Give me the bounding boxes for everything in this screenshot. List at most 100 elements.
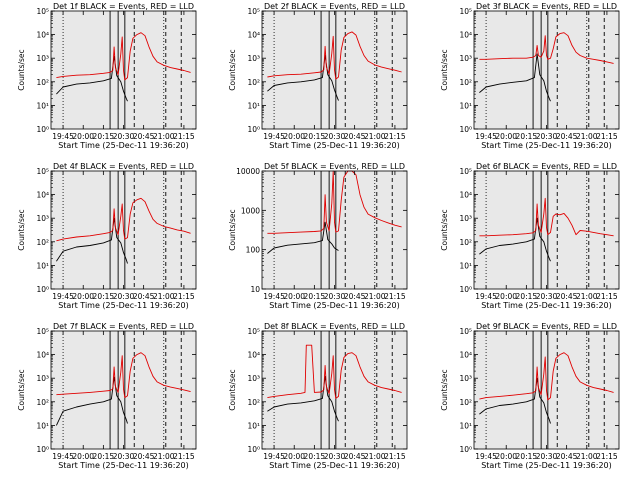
- x-axis-label: Start Time (25-Dec-11 19:36:20): [269, 301, 400, 310]
- y-tick-label: 10³: [36, 214, 49, 223]
- x-tick-label: 19:45: [52, 132, 74, 141]
- y-axis-label: Counts/sec: [440, 209, 449, 250]
- x-tick-label: 21:00: [576, 452, 598, 461]
- x-tick-label: 21:00: [364, 452, 386, 461]
- y-tick-label: 10⁵: [36, 7, 49, 16]
- y-tick-label: 10⁴: [36, 351, 49, 360]
- x-tick-label: 20:30: [113, 132, 135, 141]
- y-tick-label: 10²: [36, 238, 49, 247]
- x-tick-label: 20:45: [556, 132, 578, 141]
- x-axis-label: Start Time (25-Dec-11 19:36:20): [269, 461, 400, 470]
- events-series-line: [479, 53, 551, 102]
- plot-area: [262, 171, 407, 289]
- y-axis-label: Counts/sec: [440, 369, 449, 410]
- y-tick-label: 10⁴: [459, 191, 472, 200]
- x-tick-label: 20:00: [72, 132, 94, 141]
- panel-7: Det 7f BLACK = Events, RED = LLD19:4520:…: [17, 322, 197, 470]
- panel-title: Det 7f BLACK = Events, RED = LLD: [53, 322, 194, 331]
- y-axis-label: Counts/sec: [228, 369, 237, 410]
- panel-4: Det 4f BLACK = Events, RED = LLD19:4520:…: [17, 162, 197, 310]
- y-tick-label: 10²: [36, 78, 49, 87]
- x-tick-label: 20:15: [516, 292, 538, 301]
- y-tick-label: 10³: [247, 54, 260, 63]
- lld-series-line: [267, 344, 402, 399]
- y-tick-label: 10⁰: [459, 445, 472, 454]
- y-tick-label: 10000: [236, 167, 260, 176]
- y-tick-label: 10¹: [36, 421, 49, 430]
- x-tick-label: 20:30: [536, 452, 558, 461]
- panel-title: Det 8f BLACK = Events, RED = LLD: [264, 322, 405, 331]
- y-tick-label: 10³: [459, 374, 472, 383]
- panel-title: Det 2f BLACK = Events, RED = LLD: [264, 2, 405, 11]
- x-axis-label: Start Time (25-Dec-11 19:36:20): [481, 141, 612, 150]
- panel-title: Det 9f BLACK = Events, RED = LLD: [476, 322, 617, 331]
- y-tick-label: 10⁴: [247, 31, 260, 40]
- x-axis-label: Start Time (25-Dec-11 19:36:20): [58, 461, 189, 470]
- y-tick-label: 10⁴: [36, 31, 49, 40]
- lld-series-line: [56, 197, 191, 242]
- y-tick-label: 10⁵: [36, 167, 49, 176]
- y-axis-label: Counts/sec: [228, 49, 237, 90]
- y-tick-label: 10⁴: [247, 351, 260, 360]
- x-tick-label: 20:30: [536, 292, 558, 301]
- lld-series-line: [479, 352, 614, 401]
- events-series-line: [267, 221, 339, 254]
- y-tick-label: 10⁴: [459, 31, 472, 40]
- x-tick-label: 20:15: [304, 452, 326, 461]
- y-tick-label: 10³: [459, 54, 472, 63]
- x-tick-label: 20:45: [344, 452, 366, 461]
- y-axis-label: Counts/sec: [228, 209, 237, 250]
- y-tick-label: 10⁴: [459, 351, 472, 360]
- y-tick-label: 10³: [36, 54, 49, 63]
- x-tick-label: 21:00: [153, 452, 175, 461]
- panel-title: Det 1f BLACK = Events, RED = LLD: [53, 2, 194, 11]
- x-tick-label: 21:15: [596, 452, 618, 461]
- x-tick-label: 21:00: [576, 292, 598, 301]
- x-tick-label: 19:45: [263, 292, 285, 301]
- x-tick-label: 21:15: [173, 132, 195, 141]
- panel-title: Det 3f BLACK = Events, RED = LLD: [476, 2, 617, 11]
- y-axis-label: Counts/sec: [440, 49, 449, 90]
- x-tick-label: 20:45: [344, 132, 366, 141]
- x-tick-label: 20:15: [93, 132, 115, 141]
- x-axis-label: Start Time (25-Dec-11 19:36:20): [481, 301, 612, 310]
- x-tick-label: 20:30: [324, 292, 346, 301]
- x-tick-label: 21:00: [364, 292, 386, 301]
- x-tick-label: 21:00: [153, 132, 175, 141]
- x-tick-label: 20:45: [133, 452, 155, 461]
- x-tick-label: 20:00: [283, 292, 305, 301]
- x-axis-label: Start Time (25-Dec-11 19:36:20): [481, 461, 612, 470]
- x-tick-label: 21:00: [364, 132, 386, 141]
- panel-9: Det 9f BLACK = Events, RED = LLD19:4520:…: [440, 322, 620, 470]
- y-axis-label: Counts/sec: [17, 49, 26, 90]
- x-tick-label: 20:00: [495, 132, 517, 141]
- y-tick-label: 10⁵: [459, 7, 472, 16]
- y-tick-label: 10¹: [459, 261, 472, 270]
- x-tick-label: 20:30: [324, 452, 346, 461]
- y-tick-label: 10²: [247, 78, 260, 87]
- y-tick-label: 10²: [459, 238, 472, 247]
- y-tick-label: 10²: [459, 398, 472, 407]
- x-tick-label: 20:45: [556, 292, 578, 301]
- y-tick-label: 10²: [36, 398, 49, 407]
- y-tick-label: 10¹: [247, 421, 260, 430]
- y-tick-label: 10³: [459, 214, 472, 223]
- x-tick-label: 21:00: [153, 292, 175, 301]
- y-axis-label: Counts/sec: [17, 209, 26, 250]
- lld-series-line: [479, 32, 614, 64]
- x-tick-label: 20:00: [72, 452, 94, 461]
- panel-3: Det 3f BLACK = Events, RED = LLD19:4520:…: [440, 2, 620, 150]
- y-tick-label: 10¹: [36, 101, 49, 110]
- y-tick-label: 10¹: [247, 101, 260, 110]
- x-tick-label: 20:45: [133, 292, 155, 301]
- lld-series-line: [267, 31, 402, 80]
- x-axis-label: Start Time (25-Dec-11 19:36:20): [58, 141, 189, 150]
- y-tick-label: 10⁵: [36, 327, 49, 336]
- x-tick-label: 20:45: [556, 452, 578, 461]
- x-tick-label: 21:15: [384, 132, 406, 141]
- x-tick-label: 20:00: [72, 292, 94, 301]
- x-tick-label: 20:15: [516, 132, 538, 141]
- x-tick-label: 20:45: [344, 292, 366, 301]
- x-tick-label: 20:30: [113, 292, 135, 301]
